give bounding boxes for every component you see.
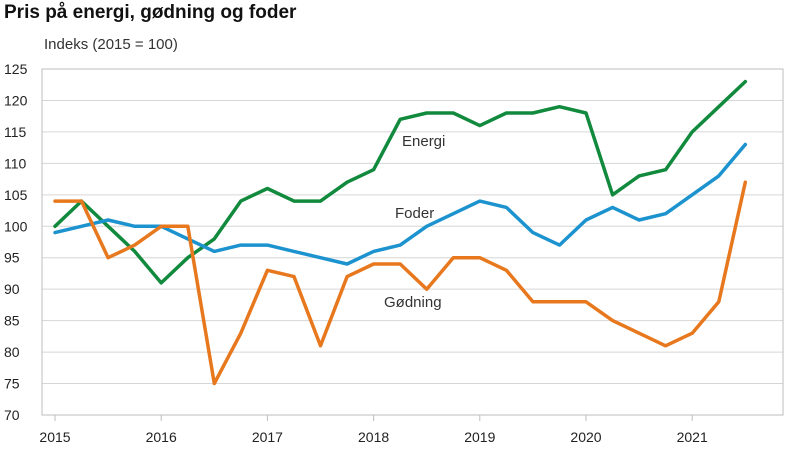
y-axis-label: Indeks (2015 = 100) [44, 36, 178, 53]
y-tick-label: 85 [4, 313, 20, 329]
series-line-energi [53, 79, 748, 285]
x-tick-label: 2020 [570, 429, 601, 445]
y-tick-label: 110 [4, 155, 27, 171]
series-line-foder [53, 142, 748, 266]
y-tick-label: 120 [4, 92, 28, 108]
chart-title: Pris på energi, gødning og foder [4, 2, 297, 23]
y-tick-label: 100 [4, 218, 28, 234]
y-tick-label: 125 [4, 61, 28, 77]
y-tick-label: 95 [4, 250, 20, 266]
x-tick-label: 2019 [464, 429, 495, 445]
y-tick-label: 105 [4, 187, 28, 203]
series-line-godning [53, 180, 748, 386]
y-tick-label: 90 [4, 281, 20, 297]
x-tick-label: 2015 [39, 429, 70, 445]
y-tick-label: 75 [4, 376, 20, 392]
x-tick-label: 2017 [252, 429, 283, 445]
y-tick-label: 115 [4, 124, 27, 140]
x-tick-label: 2021 [677, 429, 708, 445]
y-tick-label: 70 [4, 407, 20, 423]
y-tick-label: 80 [4, 344, 20, 360]
series-label-foder: Foder [395, 205, 434, 222]
series-label-godning: Gødning [384, 294, 442, 311]
series-label-energi: Energi [402, 133, 445, 150]
x-tick-label: 2018 [358, 429, 389, 445]
plot-frame [41, 68, 784, 416]
x-tick-label: 2016 [146, 429, 177, 445]
